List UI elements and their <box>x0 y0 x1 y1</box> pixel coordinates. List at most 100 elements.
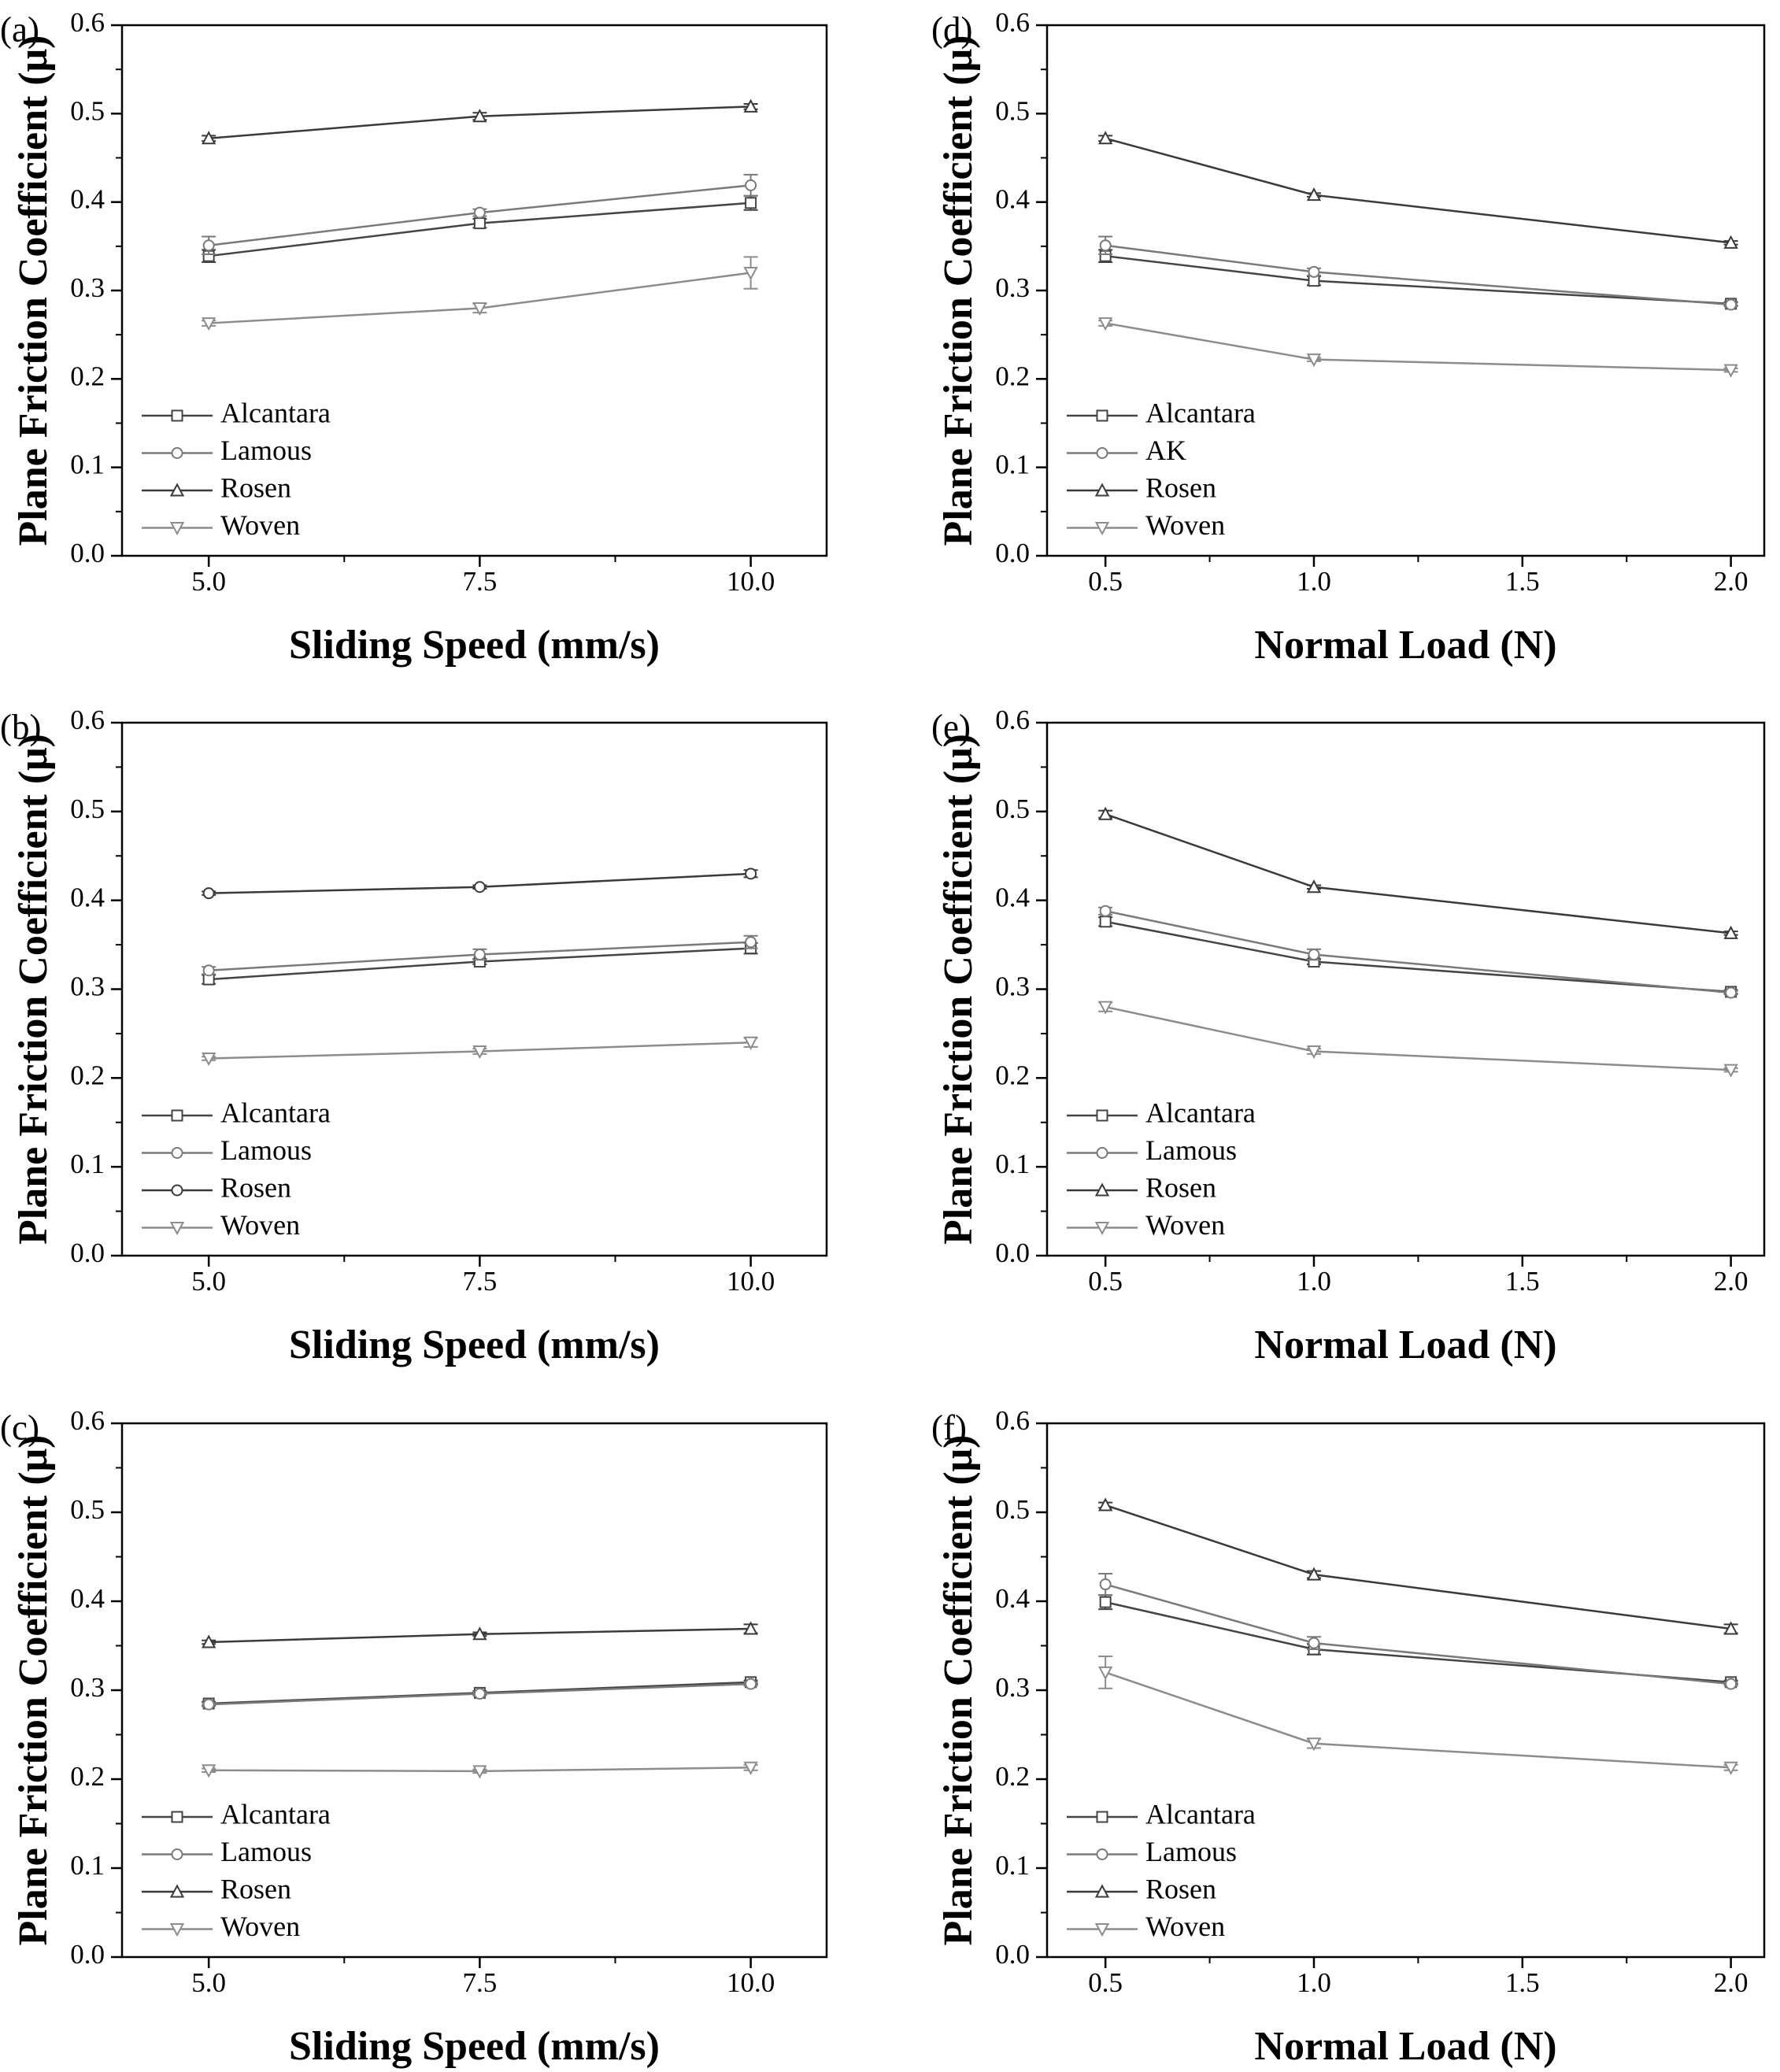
y-tick-label: 0.0 <box>995 1939 1030 1970</box>
y-tick-label: 0.5 <box>995 95 1030 126</box>
y-tick-label: 0.3 <box>995 272 1030 303</box>
legend-marker <box>1096 409 1108 422</box>
y-tick-label: 0.5 <box>995 794 1030 824</box>
legend-label: Woven <box>1145 509 1225 541</box>
legend-label: Alcantara <box>220 1798 331 1830</box>
x-tick-label: 5.0 <box>191 1967 226 1998</box>
panel-1: (a) 0.0 0.1 0.2 0.3 0.4 0.5 0.6 5.0 7.5 10.0 Slidin… <box>0 7 828 668</box>
y-tick-label: 0.6 <box>995 705 1030 735</box>
series-rosen <box>1097 806 1738 939</box>
y-tick-label: 0.3 <box>70 971 105 1002</box>
legend-label: Alcantara <box>220 397 331 428</box>
data-point <box>1099 239 1112 252</box>
legend-marker <box>1094 1182 1110 1197</box>
legend-marker <box>171 447 183 459</box>
data-point <box>202 887 215 900</box>
x-tick-label: 2.0 <box>1714 566 1749 597</box>
y-tick-label: 0.4 <box>70 1583 105 1614</box>
legend-marker <box>171 1147 183 1159</box>
legend-label: Woven <box>1145 1209 1225 1241</box>
data-point <box>1099 916 1112 928</box>
data-point <box>1723 1621 1738 1635</box>
x-tick-label: 1.5 <box>1505 1266 1540 1297</box>
y-tick-label: 0.0 <box>70 538 105 568</box>
series-lamous <box>202 934 758 977</box>
legend: Alcantara Lamous Rosen Woven <box>1067 1798 1256 1942</box>
x-axis-label: Sliding Speed (mm/s) <box>289 2024 660 2069</box>
series-line <box>1105 1600 1731 1684</box>
series-alcantara <box>202 194 758 264</box>
series-rosen <box>1097 1497 1738 1635</box>
data-point <box>1097 806 1113 820</box>
data-point <box>1306 879 1322 894</box>
y-tick-label: 0.1 <box>995 1850 1030 1881</box>
series-woven <box>1097 1001 1738 1078</box>
series-line <box>1105 244 1731 306</box>
panel-6: (f) 0.0 0.1 0.2 0.3 0.4 0.5 0.6 0.5 1.0 1.5 2.0 Norm… <box>931 1405 1766 2069</box>
data-point <box>1306 353 1322 368</box>
y-tick-label: 0.4 <box>70 184 105 215</box>
data-point <box>1723 235 1738 249</box>
legend-marker <box>1094 1923 1110 1937</box>
legend-marker <box>1096 1147 1108 1159</box>
y-tick-label: 0.6 <box>995 1405 1030 1436</box>
series-lamous <box>202 173 758 255</box>
y-tick-label: 0.3 <box>70 1672 105 1703</box>
series-line <box>1105 1005 1731 1071</box>
series-line <box>1105 137 1731 244</box>
legend-label: Woven <box>220 1911 300 1942</box>
data-point <box>1723 925 1738 939</box>
legend-marker <box>169 1923 185 1937</box>
panel-label: (e) <box>931 707 971 746</box>
data-point <box>201 1053 216 1067</box>
series-woven <box>1097 317 1738 378</box>
x-tick-label: 0.5 <box>1088 1266 1123 1297</box>
x-axis-label: Sliding Speed (mm/s) <box>289 623 660 668</box>
data-point <box>1725 1678 1737 1690</box>
legend-label: Lamous <box>220 1134 312 1166</box>
legend-marker <box>1096 1109 1108 1122</box>
panel-5: (e) 0.0 0.1 0.2 0.3 0.4 0.5 0.6 0.5 1.0 1.5 2.0 Norm… <box>931 705 1766 1367</box>
series-ak <box>1098 235 1738 311</box>
data-point <box>201 317 216 331</box>
y-tick-label: 0.2 <box>70 1761 105 1792</box>
data-point <box>743 1621 758 1635</box>
legend-label: Rosen <box>1145 1873 1216 1904</box>
legend-marker <box>171 1811 183 1823</box>
data-point <box>473 1688 486 1700</box>
y-tick-label: 0.1 <box>70 450 105 480</box>
x-axis-label: Normal Load (N) <box>1254 623 1556 668</box>
data-point <box>202 964 215 977</box>
data-point <box>473 206 486 219</box>
panel-label: (a) <box>0 9 39 49</box>
y-tick-label: 0.2 <box>70 1060 105 1090</box>
data-point <box>201 1764 216 1778</box>
y-tick-label: 0.6 <box>995 7 1030 38</box>
data-point <box>1725 298 1737 311</box>
x-tick-label: 0.5 <box>1088 1967 1123 1998</box>
x-tick-label: 2.0 <box>1714 1967 1749 1998</box>
x-tick-label: 7.5 <box>463 566 498 597</box>
data-point <box>1097 317 1113 331</box>
data-point <box>1308 1637 1320 1649</box>
y-tick-label: 0.6 <box>70 7 105 38</box>
y-tick-label: 0.1 <box>995 1149 1030 1179</box>
panel-label: (d) <box>931 9 972 49</box>
x-axis-label: Sliding Speed (mm/s) <box>289 1323 660 1367</box>
panel-label: (c) <box>0 1408 39 1447</box>
legend-marker <box>169 483 185 497</box>
legend-marker <box>1094 483 1110 497</box>
data-point <box>743 1761 758 1775</box>
x-tick-label: 7.5 <box>463 1967 498 1998</box>
legend-label: Lamous <box>1145 1134 1237 1166</box>
legend-marker <box>171 1109 183 1122</box>
data-point <box>1308 948 1320 960</box>
x-tick-label: 1.0 <box>1297 1266 1331 1297</box>
data-point <box>472 1765 487 1779</box>
legend-label: Alcantara <box>1145 1798 1256 1830</box>
y-tick-label: 0.1 <box>70 1149 105 1179</box>
y-tick-label: 0.5 <box>995 1494 1030 1525</box>
legend-marker <box>1094 1884 1110 1898</box>
data-point <box>745 179 757 191</box>
